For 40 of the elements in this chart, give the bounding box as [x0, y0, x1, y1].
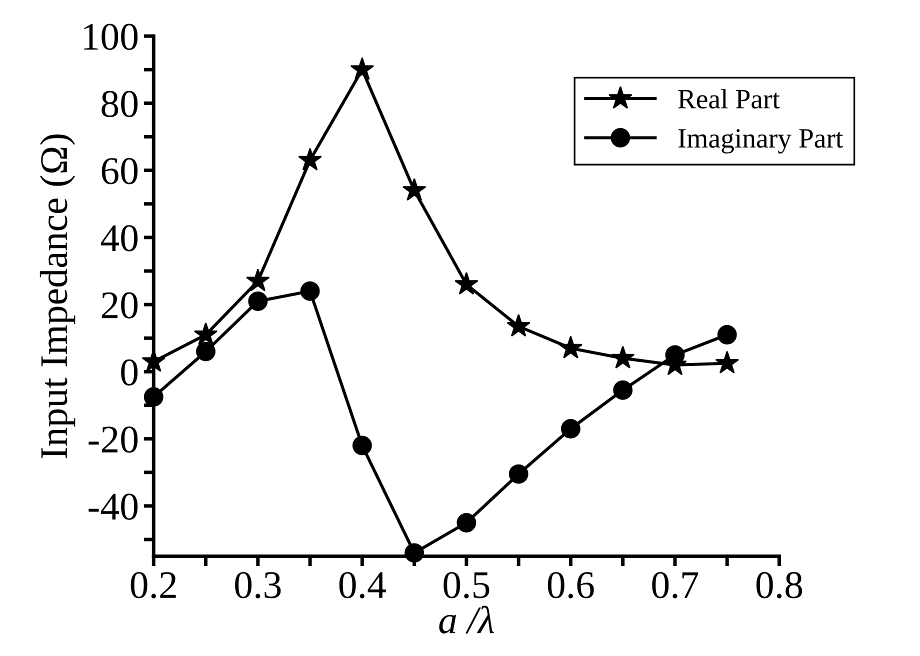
point [613, 380, 633, 400]
y-tick-label: 0 [121, 359, 138, 386]
point [508, 464, 528, 484]
x-tick-label: 0.3 [235, 572, 281, 598]
point [350, 57, 374, 80]
point [506, 314, 530, 337]
point [558, 336, 583, 358]
y-tick-label: -40 [88, 494, 138, 520]
point [717, 325, 737, 345]
y-tick-label: 20 [102, 292, 138, 318]
point [454, 272, 478, 295]
y-tick-label: -20 [88, 426, 138, 453]
point [196, 342, 216, 362]
x-tick-label: 0.4 [339, 572, 386, 598]
point [560, 419, 580, 438]
point [300, 281, 320, 301]
point [194, 322, 218, 346]
point [144, 387, 164, 407]
point [298, 148, 322, 171]
legend-label: Imaginary Part [678, 129, 844, 154]
point [246, 268, 270, 292]
y-tick-label: 80 [102, 90, 138, 118]
x-tick-label: 0.2 [130, 572, 176, 598]
y-axis-title: Input Impedance (Ω) [40, 134, 76, 458]
x-axis-title: a /λ [439, 606, 494, 634]
point [456, 513, 476, 532]
y-tick-label: 100 [84, 24, 138, 50]
point [610, 346, 635, 369]
y-tick-label: 60 [102, 158, 138, 184]
x-tick-label: 0.8 [756, 572, 802, 598]
point [248, 291, 268, 311]
point [404, 543, 424, 563]
point [715, 350, 740, 374]
point [352, 436, 372, 456]
y-tick-label: 40 [100, 225, 138, 252]
x-tick-label: 0.5 [444, 572, 490, 598]
point [402, 178, 426, 201]
x-tick-label: 0.7 [652, 572, 698, 598]
x-tick-label: 0.6 [548, 572, 594, 598]
legend-label: Real Part [678, 88, 780, 109]
